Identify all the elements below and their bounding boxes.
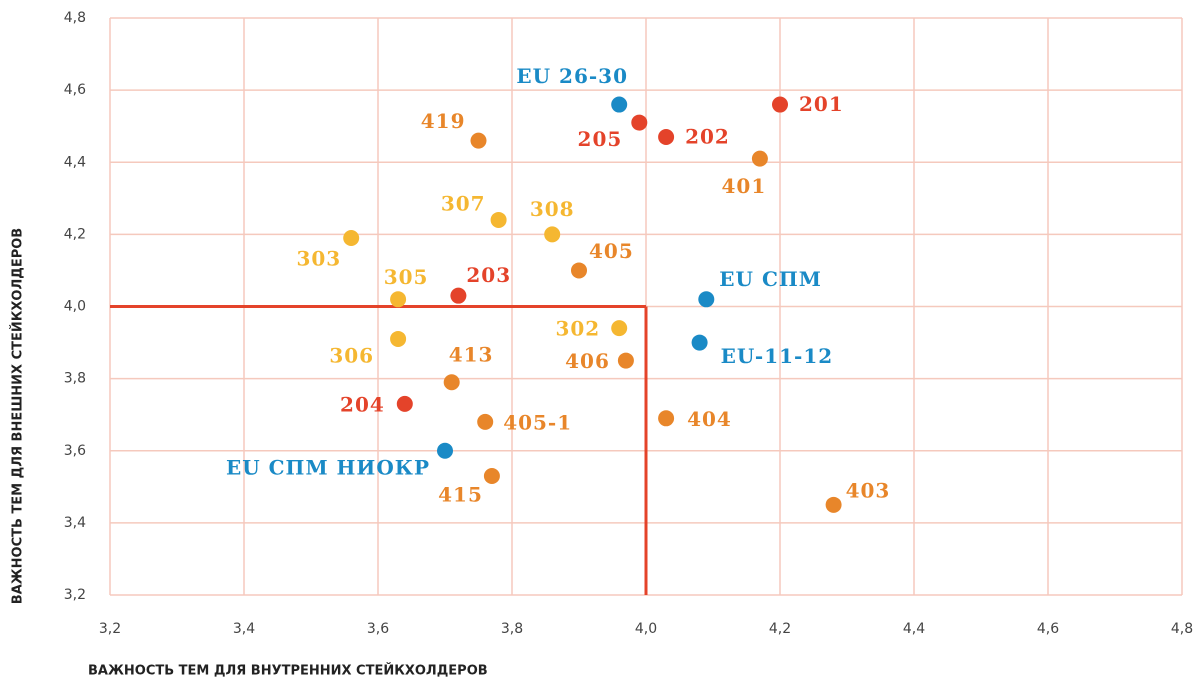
point-label: 415 xyxy=(438,482,483,506)
point xyxy=(658,410,675,427)
y-tick-label: 4,8 xyxy=(64,10,86,26)
point xyxy=(437,442,453,459)
point xyxy=(658,129,675,146)
point-label: 302 xyxy=(555,317,600,341)
x-tick-label: 3,6 xyxy=(367,621,389,637)
point-label: 401 xyxy=(722,174,767,198)
point-label: EU СПМ НИОКР xyxy=(226,455,430,479)
y-tick-label: 4,4 xyxy=(64,154,86,170)
y-tick-label: 4,6 xyxy=(64,82,86,98)
y-tick-label: 3,6 xyxy=(64,443,86,459)
point-label: EU-11-12 xyxy=(721,344,834,368)
point-label: 405 xyxy=(589,239,634,263)
point-label: 405-1 xyxy=(503,410,572,434)
point-label: 308 xyxy=(530,197,575,221)
point-label: 203 xyxy=(466,263,511,287)
point-label: EU СПМ xyxy=(719,267,822,291)
point-label: 307 xyxy=(441,191,486,215)
point-label: 413 xyxy=(449,343,494,367)
point xyxy=(772,96,788,113)
point xyxy=(390,330,407,347)
x-tick-label: 3,2 xyxy=(99,621,121,637)
point xyxy=(611,96,628,113)
point xyxy=(691,334,708,351)
point xyxy=(617,352,634,369)
point xyxy=(698,291,715,308)
x-tick-label: 3,8 xyxy=(501,621,523,637)
x-tick-label: 4,4 xyxy=(903,621,925,637)
point xyxy=(450,287,467,304)
x-tick-label: 4,8 xyxy=(1171,621,1193,637)
point xyxy=(483,467,500,484)
point xyxy=(631,114,648,131)
point xyxy=(470,132,487,149)
point-label: 403 xyxy=(846,478,891,502)
point-label: 205 xyxy=(578,127,623,151)
point xyxy=(611,320,628,337)
point xyxy=(343,229,360,246)
point-label: 201 xyxy=(799,92,844,116)
point xyxy=(544,226,561,243)
point xyxy=(571,262,587,279)
y-tick-label: 3,4 xyxy=(64,515,86,531)
x-tick-label: 4,0 xyxy=(635,621,657,637)
point-label: 419 xyxy=(421,109,466,133)
x-tick-label: 3,4 xyxy=(233,621,255,637)
point xyxy=(443,374,460,391)
point-label: 204 xyxy=(340,392,385,416)
point xyxy=(751,150,768,167)
x-tick-label: 4,6 xyxy=(1037,621,1059,637)
point xyxy=(477,413,494,430)
point-label: 202 xyxy=(685,125,730,149)
point-label: 406 xyxy=(565,349,610,373)
point xyxy=(490,211,507,228)
point-label: 306 xyxy=(329,343,374,367)
y-tick-label: 3,8 xyxy=(64,371,86,387)
point-label: 404 xyxy=(687,407,732,431)
x-axis-title: ВАЖНОСТЬ ТЕМ ДЛЯ ВНУТРЕННИХ СТЕЙКХОЛДЕРО… xyxy=(88,663,488,679)
y-tick-label: 4,0 xyxy=(64,299,86,315)
y-axis-title: ВАЖНОСТЬ ТЕМ ДЛЯ ВНЕШНИХ СТЕЙКХОЛДЕРОВ xyxy=(10,228,26,604)
point-label: EU 26-30 xyxy=(516,64,628,88)
point-label: 305 xyxy=(384,265,429,289)
point xyxy=(396,395,413,412)
point xyxy=(390,291,407,308)
point-label: 303 xyxy=(296,246,341,270)
x-tick-label: 4,2 xyxy=(769,621,791,637)
point xyxy=(825,496,842,513)
y-tick-label: 4,2 xyxy=(64,226,86,242)
y-tick-label: 3,2 xyxy=(64,587,86,603)
